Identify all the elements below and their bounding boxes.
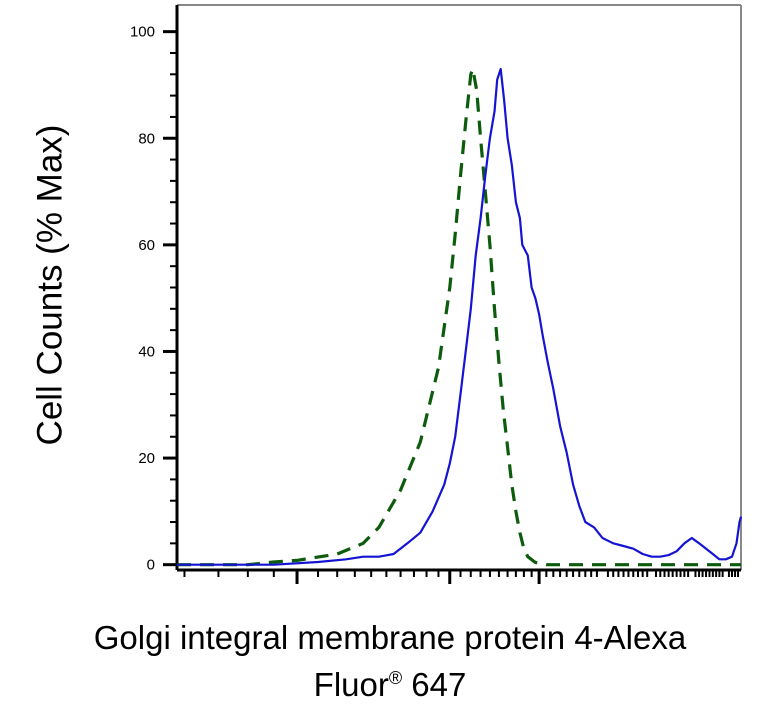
plot-frame (175, 4, 742, 572)
sample-histogram-line-1 (177, 67, 743, 566)
control-histogram-line-0 (177, 67, 741, 567)
x-axis-label-fluor: Fluor (313, 666, 389, 703)
y-axis-label-container: Cell Counts (% Max) (10, 0, 90, 570)
registered-mark: ® (388, 668, 403, 688)
y-tick-label: 100 (130, 24, 155, 41)
x-axis-label-line2: Fluor® 647 (20, 658, 760, 705)
y-tick-label: 0 (147, 557, 155, 574)
x-axis-label: Golgi integral membrane protein 4-Alexa … (20, 618, 760, 705)
y-axis: 0 20 40 60 80 100 (130, 24, 177, 574)
series-lines (177, 67, 743, 567)
y-axis-label: Cell Counts (% Max) (30, 124, 70, 446)
x-axis-label-647: 647 (402, 666, 467, 703)
y-tick-label: 40 (138, 343, 155, 360)
y-tick-label: 20 (138, 450, 155, 467)
x-axis (183, 570, 740, 584)
y-tick-label: 60 (138, 237, 155, 254)
y-tick-label: 80 (138, 130, 155, 147)
x-axis-label-line1: Golgi integral membrane protein 4-Alexa (93, 619, 687, 656)
